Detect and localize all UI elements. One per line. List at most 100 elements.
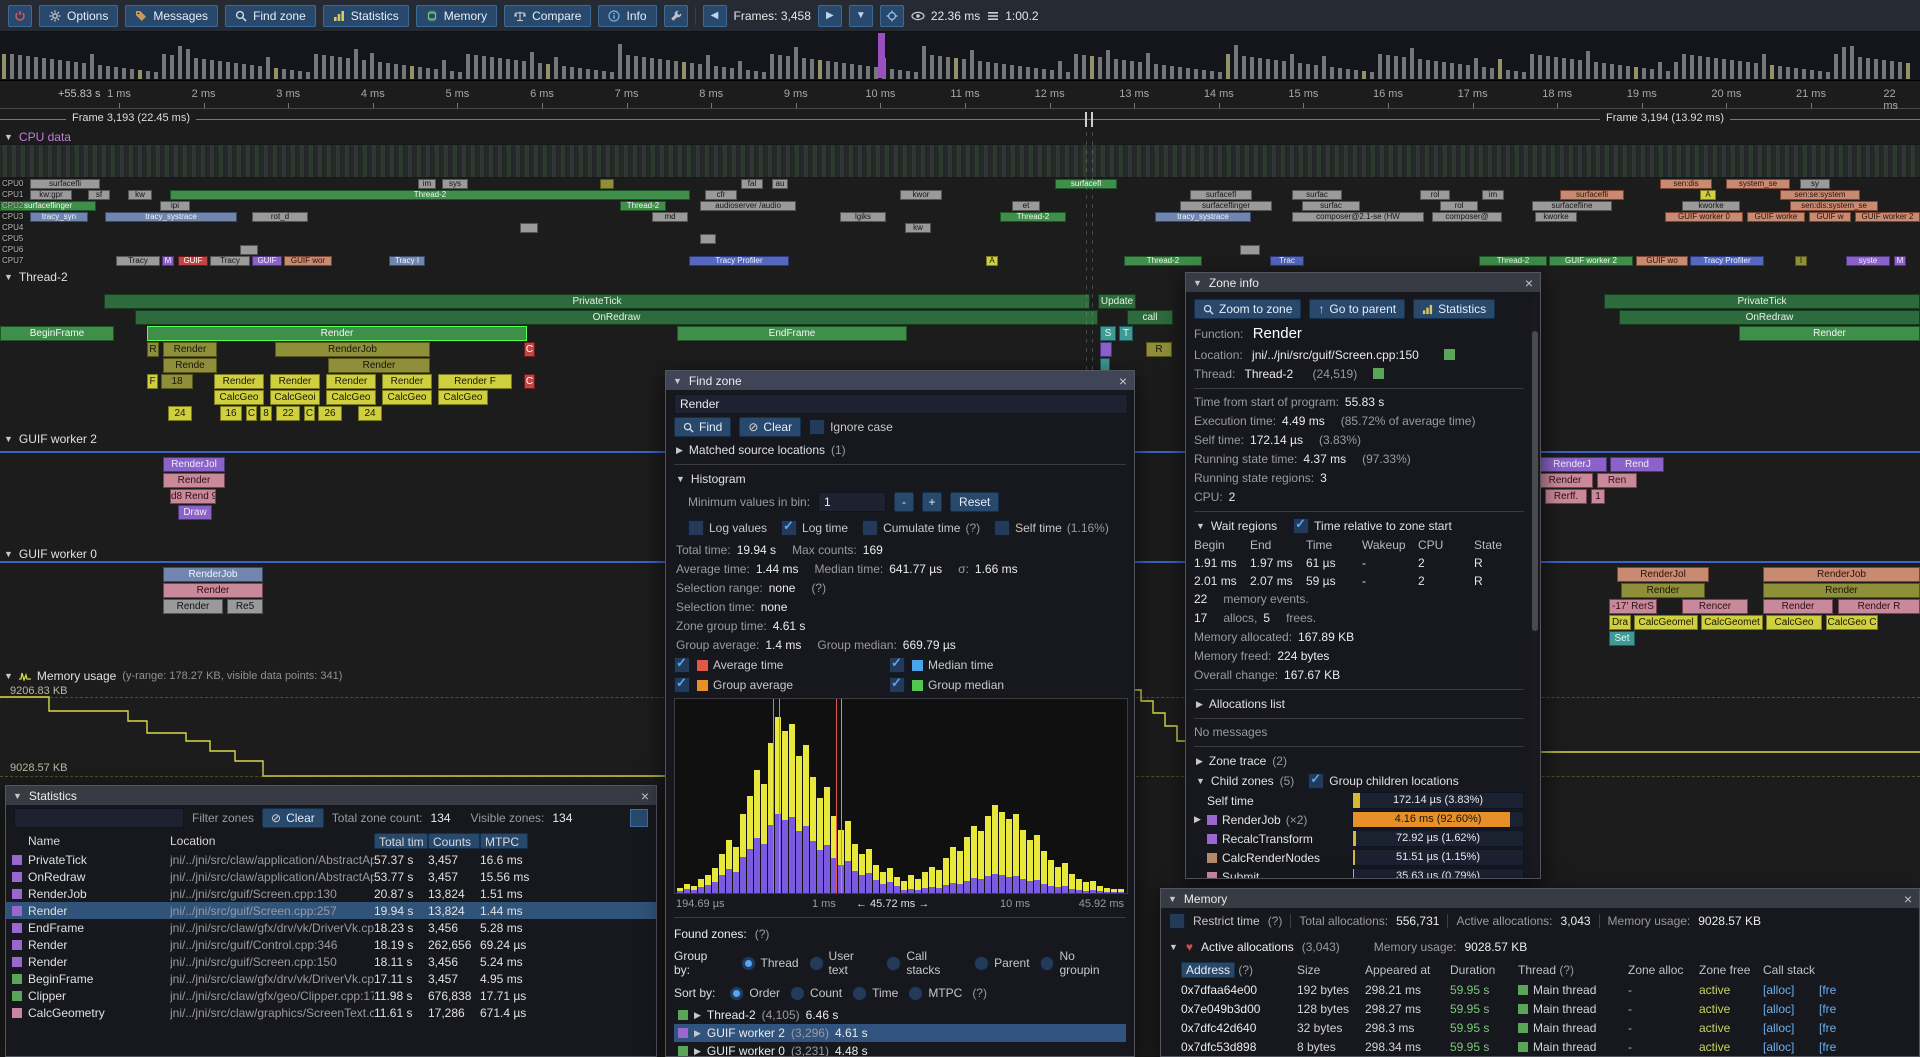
cpu-zone[interactable]: Thread-2 xyxy=(1000,212,1066,222)
legend-checkbox[interactable] xyxy=(674,655,690,673)
timeline-zone[interactable]: Render F xyxy=(438,374,512,389)
cpu-zone[interactable]: surfacefli xyxy=(1560,190,1624,200)
frame-bar[interactable] xyxy=(986,62,990,79)
frame-bar[interactable] xyxy=(594,70,598,79)
frame-bar[interactable] xyxy=(850,64,854,79)
frame-bar[interactable] xyxy=(394,64,398,79)
stats-row[interactable]: Render jni/../jni/src/guif/Screen.cpp:150… xyxy=(6,953,656,970)
radio-button[interactable] xyxy=(852,985,868,1001)
collapse-icon[interactable]: ▶ xyxy=(676,444,683,455)
frame-bar[interactable] xyxy=(1274,60,1278,79)
frame-bar[interactable] xyxy=(354,49,358,79)
timeline-zone[interactable]: PrivateTick xyxy=(1604,294,1920,309)
column-zone-alloc[interactable]: Zone alloc xyxy=(1628,963,1684,977)
frame-bar[interactable] xyxy=(1490,68,1494,79)
radio-button[interactable] xyxy=(808,955,824,971)
cpu-zone[interactable]: GUIF xyxy=(252,256,282,266)
timeline-zone[interactable]: Rencer xyxy=(1682,599,1748,614)
radio-option[interactable]: No groupin xyxy=(1039,949,1118,977)
frame-bar[interactable] xyxy=(474,55,478,79)
frame-bar[interactable] xyxy=(1034,68,1038,79)
cpu-zone[interactable]: kw xyxy=(128,190,152,200)
timeline-zone[interactable]: R xyxy=(1146,342,1172,357)
frame-bar[interactable] xyxy=(178,46,182,79)
frame-bar[interactable] xyxy=(1434,61,1438,79)
frame-bar[interactable] xyxy=(1266,59,1270,79)
column-counts[interactable]: Counts xyxy=(428,833,480,849)
cpu-zone[interactable]: im xyxy=(418,179,436,189)
find-zone-window[interactable]: ▼ Find zone × Find ⊘ Clear Ignore case ▶ … xyxy=(665,370,1135,1057)
frame-bar[interactable] xyxy=(18,55,22,79)
memory-usage-header[interactable]: ▼ Memory usage (y-range: 178.27 KB, visi… xyxy=(4,668,342,683)
timeline-zone[interactable]: Set xyxy=(1609,631,1635,646)
found-zone-group[interactable]: ▶ Thread-2 (4,105) 6.46 s xyxy=(674,1006,1126,1024)
collapse-icon[interactable]: ▼ xyxy=(1196,521,1205,531)
cpu-zone[interactable]: sys xyxy=(442,179,468,189)
frame-bar[interactable] xyxy=(338,57,342,79)
memory-window[interactable]: ▼ Memory × Restrict time (?) Total alloc… xyxy=(1160,888,1920,1057)
cpu-data-header[interactable]: ▼ CPU data xyxy=(4,129,71,144)
cpu-zone[interactable]: sen:se:system xyxy=(1780,190,1860,200)
collapse-icon[interactable]: ▶ xyxy=(1194,814,1201,824)
cpu-zone[interactable]: system_se xyxy=(1726,179,1790,189)
frame-bar[interactable] xyxy=(842,63,846,79)
frame-bar[interactable] xyxy=(434,69,438,79)
allocation-address[interactable]: 0x7dfaa64e00 xyxy=(1181,982,1258,997)
wait-region-row[interactable]: 2.01 ms 2.07 ms 59 µs - 2 R xyxy=(1194,572,1524,590)
frame-bar[interactable] xyxy=(50,59,54,79)
histogram-node[interactable]: ▼ Histogram xyxy=(674,469,1126,489)
timeline-zone[interactable]: Render xyxy=(1763,583,1920,598)
column-duration[interactable]: Duration xyxy=(1450,963,1496,977)
frame-bar[interactable] xyxy=(226,62,230,79)
column-zone-free[interactable]: Zone free xyxy=(1699,963,1751,977)
frame-bar[interactable] xyxy=(1882,60,1886,79)
frame-bar[interactable] xyxy=(1122,60,1126,79)
stats-row[interactable]: Clipper jni/../jni/src/claw/gfx/geo/Clipp… xyxy=(6,987,656,1004)
frame-bar[interactable] xyxy=(1826,72,1830,79)
frame-bar[interactable] xyxy=(1762,54,1766,79)
time-ruler[interactable]: +55.83 s 1 ms 2 ms 3 ms 4 ms 5 ms 6 ms 7 ms 8 ms… xyxy=(0,80,1920,112)
call-stack-free-link[interactable]: [fre xyxy=(1819,1039,1837,1054)
messages-button[interactable]: Messages xyxy=(125,4,219,27)
timeline-zone[interactable]: Draw xyxy=(178,505,212,520)
frame-bar[interactable] xyxy=(890,69,894,79)
collapse-icon[interactable]: ▶ xyxy=(694,1027,701,1038)
radio-option[interactable]: Parent xyxy=(974,955,1030,971)
legend-checkbox[interactable] xyxy=(674,675,690,693)
frame-bar[interactable] xyxy=(1586,51,1590,79)
frame-bar[interactable] xyxy=(146,71,150,79)
frame-bar[interactable] xyxy=(1026,67,1030,79)
legend-checkbox[interactable] xyxy=(889,655,905,673)
frame-bar[interactable] xyxy=(650,58,654,79)
decrease-bin-button[interactable]: - xyxy=(894,492,915,512)
legend-checkbox[interactable] xyxy=(889,675,905,693)
frame-bar[interactable] xyxy=(1138,62,1142,79)
group-children-option[interactable]: Group children locations xyxy=(1308,771,1459,789)
wait-column-header[interactable]: End xyxy=(1250,538,1272,552)
stats-row[interactable]: EndFrame jni/../jni/src/claw/gfx/drv/vk/D… xyxy=(6,919,656,936)
find-zone-button[interactable]: Find zone xyxy=(225,4,316,27)
wait-column-header[interactable]: CPU xyxy=(1418,538,1444,552)
frame-bar[interactable] xyxy=(1906,63,1910,79)
cpu-zone[interactable]: tracy_systrace xyxy=(105,212,237,222)
frame-bar[interactable] xyxy=(106,66,110,79)
frame-bar[interactable] xyxy=(1818,71,1822,79)
frame-bar[interactable] xyxy=(514,60,518,79)
timeline-zone[interactable]: S xyxy=(1100,326,1116,341)
child-zone-row[interactable]: Self time 172.14 µs (3.83%) xyxy=(1194,791,1524,810)
stats-row[interactable]: RenderJob jni/../jni/src/guif/Screen.cpp:… xyxy=(6,885,656,902)
frame-bar[interactable] xyxy=(266,57,270,79)
frame-bar[interactable] xyxy=(1650,69,1654,79)
frame-bar[interactable] xyxy=(754,71,758,79)
call-stack-alloc-link[interactable]: [alloc] xyxy=(1763,982,1795,997)
frame-bar[interactable] xyxy=(666,60,670,79)
close-icon[interactable]: × xyxy=(640,787,649,804)
frame-bar[interactable] xyxy=(866,66,870,79)
frame-bar[interactable] xyxy=(442,60,446,79)
timeline-zone[interactable]: EndFrame xyxy=(677,326,907,341)
timeline-zone[interactable]: Render xyxy=(1763,599,1833,614)
timeline-zone[interactable]: RenderJol xyxy=(1617,567,1709,582)
frame-bar[interactable] xyxy=(418,67,422,79)
histogram-plot[interactable] xyxy=(674,698,1128,894)
timeline-zone[interactable]: Rend xyxy=(1610,457,1664,472)
